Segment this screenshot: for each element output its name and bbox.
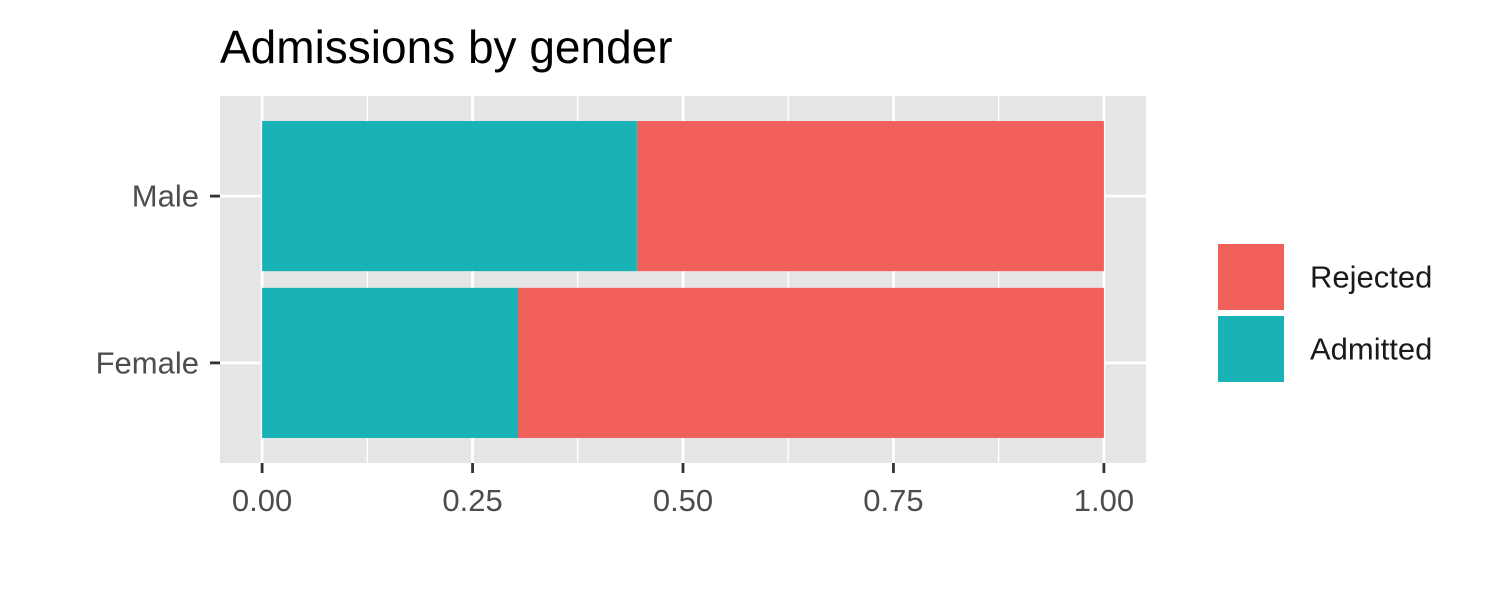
x-tick-label: 1.00 — [1074, 483, 1134, 518]
y-axis: Male Female — [96, 179, 220, 380]
y-tick-label: Female — [96, 345, 199, 380]
chart-title: Admissions by gender — [220, 21, 673, 73]
bar-admitted-male — [262, 121, 637, 272]
x-axis: 0.00 0.25 0.50 0.75 1.00 — [232, 463, 1134, 518]
x-tick-label: 0.00 — [232, 483, 292, 518]
x-tick-label: 0.25 — [442, 483, 502, 518]
bar-rejected-male — [636, 121, 1104, 272]
legend-label-admitted: Admitted — [1310, 332, 1432, 367]
bar-rejected-female — [518, 287, 1104, 438]
bars — [262, 121, 1104, 438]
legend-key-admitted — [1218, 316, 1284, 382]
legend: Rejected Admitted — [1218, 244, 1432, 382]
legend-label-rejected: Rejected — [1310, 260, 1432, 295]
y-tick-label: Male — [132, 179, 199, 214]
bar-admitted-female — [262, 287, 519, 438]
x-tick-label: 0.50 — [653, 483, 713, 518]
x-tick-label: 0.75 — [863, 483, 923, 518]
legend-key-rejected — [1218, 244, 1284, 310]
